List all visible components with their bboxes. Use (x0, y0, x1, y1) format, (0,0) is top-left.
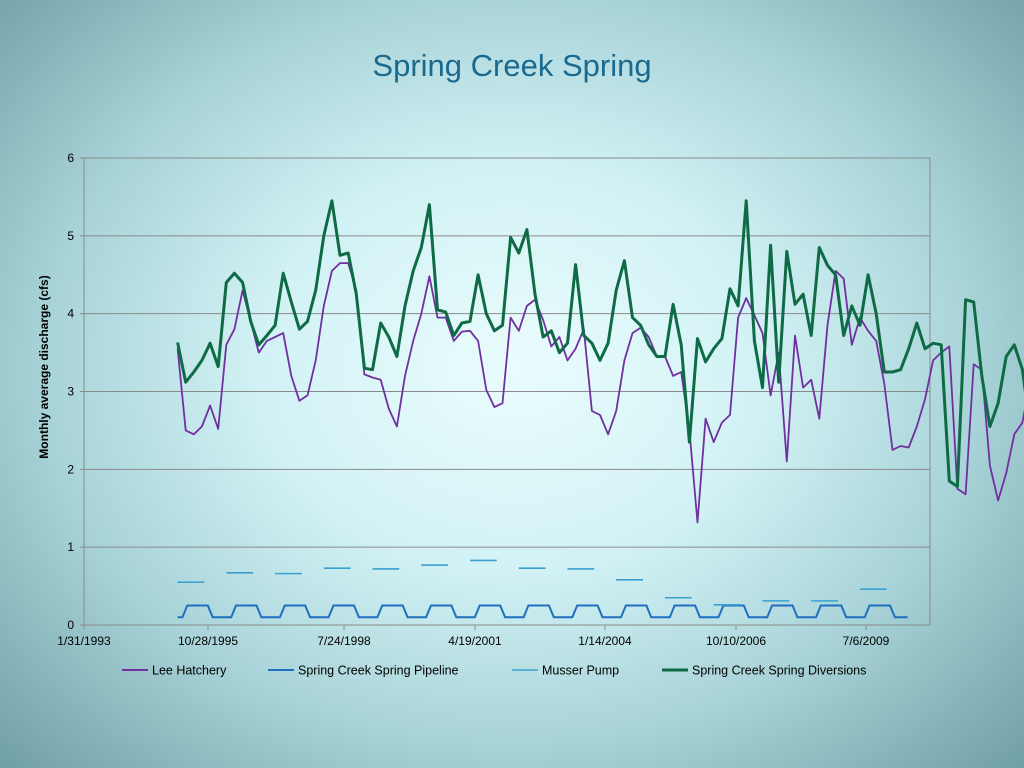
x-tick-label: 1/31/1993 (57, 634, 111, 648)
grid-lines (84, 235, 930, 548)
y-tick-label: 3 (67, 385, 74, 399)
series-line-pipeline (177, 604, 908, 619)
legend-label: Musser Pump (542, 664, 619, 678)
y-axis-label: Monthly average discharge (cfs) (37, 275, 51, 458)
series-line-lee-hatchery (176, 262, 1024, 524)
y-tick-label: 2 (67, 462, 74, 476)
legend-label: Spring Creek Spring Diversions (692, 664, 866, 678)
legend: Lee Hatchery Spring Creek Spring Pipeline… (122, 664, 866, 678)
y-tick-label: 6 (67, 151, 74, 165)
legend-label: Spring Creek Spring Pipeline (298, 664, 459, 678)
x-axis-ticks: 1/31/1993 10/28/1995 7/24/1998 4/19/2001 1/1… (57, 625, 890, 648)
x-tick-label: 10/10/2006 (706, 634, 766, 648)
y-tick-label: 1 (67, 540, 74, 554)
x-tick-label: 10/28/1995 (178, 634, 238, 648)
series-line-diversions (176, 199, 1024, 488)
x-tick-label: 7/6/2009 (843, 634, 890, 648)
slide-title: Spring Creek Spring (372, 48, 652, 83)
x-tick-label: 4/19/2001 (448, 634, 502, 648)
y-axis-ticks: 0 1 2 3 4 5 6 (67, 151, 84, 632)
x-tick-label: 7/24/1998 (317, 634, 371, 648)
y-tick-label: 0 (67, 618, 74, 632)
y-tick-label: 5 (67, 229, 74, 243)
legend-label: Lee Hatchery (152, 664, 227, 678)
series-group (176, 199, 1024, 619)
y-tick-label: 4 (67, 307, 74, 321)
x-tick-label: 1/14/2004 (578, 634, 632, 648)
